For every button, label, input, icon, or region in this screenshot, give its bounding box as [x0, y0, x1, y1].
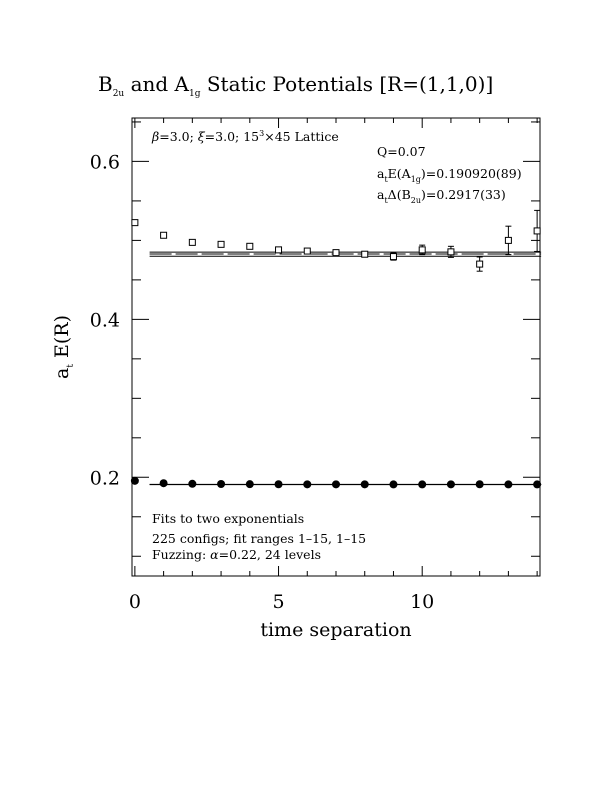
data-point-square — [131, 219, 139, 227]
data-point-circle — [303, 480, 312, 489]
fuzzing-annotation: Fuzzing: α=0.22, 24 levels — [152, 547, 321, 562]
data-point-square — [418, 246, 426, 254]
data-point-circle — [504, 480, 513, 489]
x-axis-label: time separation — [260, 619, 411, 641]
y-tick-label: 0.6 — [90, 151, 120, 173]
x-tick-label: 0 — [129, 591, 141, 613]
data-point-circle — [475, 480, 484, 489]
data-point-square — [476, 260, 484, 268]
data-point-square — [188, 238, 196, 246]
y-axis-label: at E(R) — [51, 315, 76, 379]
data-point-circle — [533, 480, 542, 489]
data-point-circle — [418, 480, 427, 489]
data-point-circle — [446, 480, 455, 489]
energy-annotation: atE(A1g)=0.190920(89) — [377, 166, 522, 184]
y-tick-label: 0.2 — [90, 467, 120, 489]
x-tick-label: 5 — [272, 591, 284, 613]
delta-annotation: atΔ(B2u)=0.2917(33) — [377, 187, 506, 205]
y-tick-label: 0.4 — [90, 309, 120, 331]
configs-annotation: 225 configs; fit ranges 1–15, 1–15 — [152, 531, 366, 546]
data-point-circle — [274, 480, 283, 489]
data-point-square — [217, 240, 225, 248]
data-point-circle — [130, 476, 139, 485]
data-layer — [130, 209, 542, 489]
data-point-circle — [360, 480, 369, 489]
data-point-circle — [188, 479, 197, 488]
fit-bands-layer — [149, 251, 542, 486]
q-annotation: Q=0.07 — [377, 144, 426, 159]
fits-annotation: Fits to two exponentials — [152, 511, 304, 526]
data-point-square — [389, 253, 397, 261]
x-tick-label: 10 — [410, 591, 434, 613]
data-point-square — [361, 250, 369, 258]
data-point-circle — [332, 480, 340, 489]
chart-title: B2u and A1g Static Potentials [R=(1,1,0)… — [98, 72, 493, 99]
data-point-circle — [159, 479, 168, 488]
data-point-square — [160, 231, 168, 239]
data-point-square — [533, 227, 541, 235]
lattice-annotation: β=3.0; ξ=3.0; 153×45 Lattice — [151, 129, 339, 144]
data-point-square — [275, 246, 283, 254]
data-point-square — [504, 236, 512, 244]
data-point-circle — [245, 480, 254, 489]
tick-labels-layer: 0 5 10 0.2 0.4 0.6 — [90, 151, 435, 613]
data-point-circle — [217, 480, 226, 489]
data-point-square — [303, 247, 311, 255]
data-point-square — [447, 248, 455, 256]
data-point-square — [332, 249, 340, 257]
ticks-layer — [132, 118, 540, 576]
data-point-square — [246, 242, 254, 250]
data-point-circle — [389, 480, 398, 489]
